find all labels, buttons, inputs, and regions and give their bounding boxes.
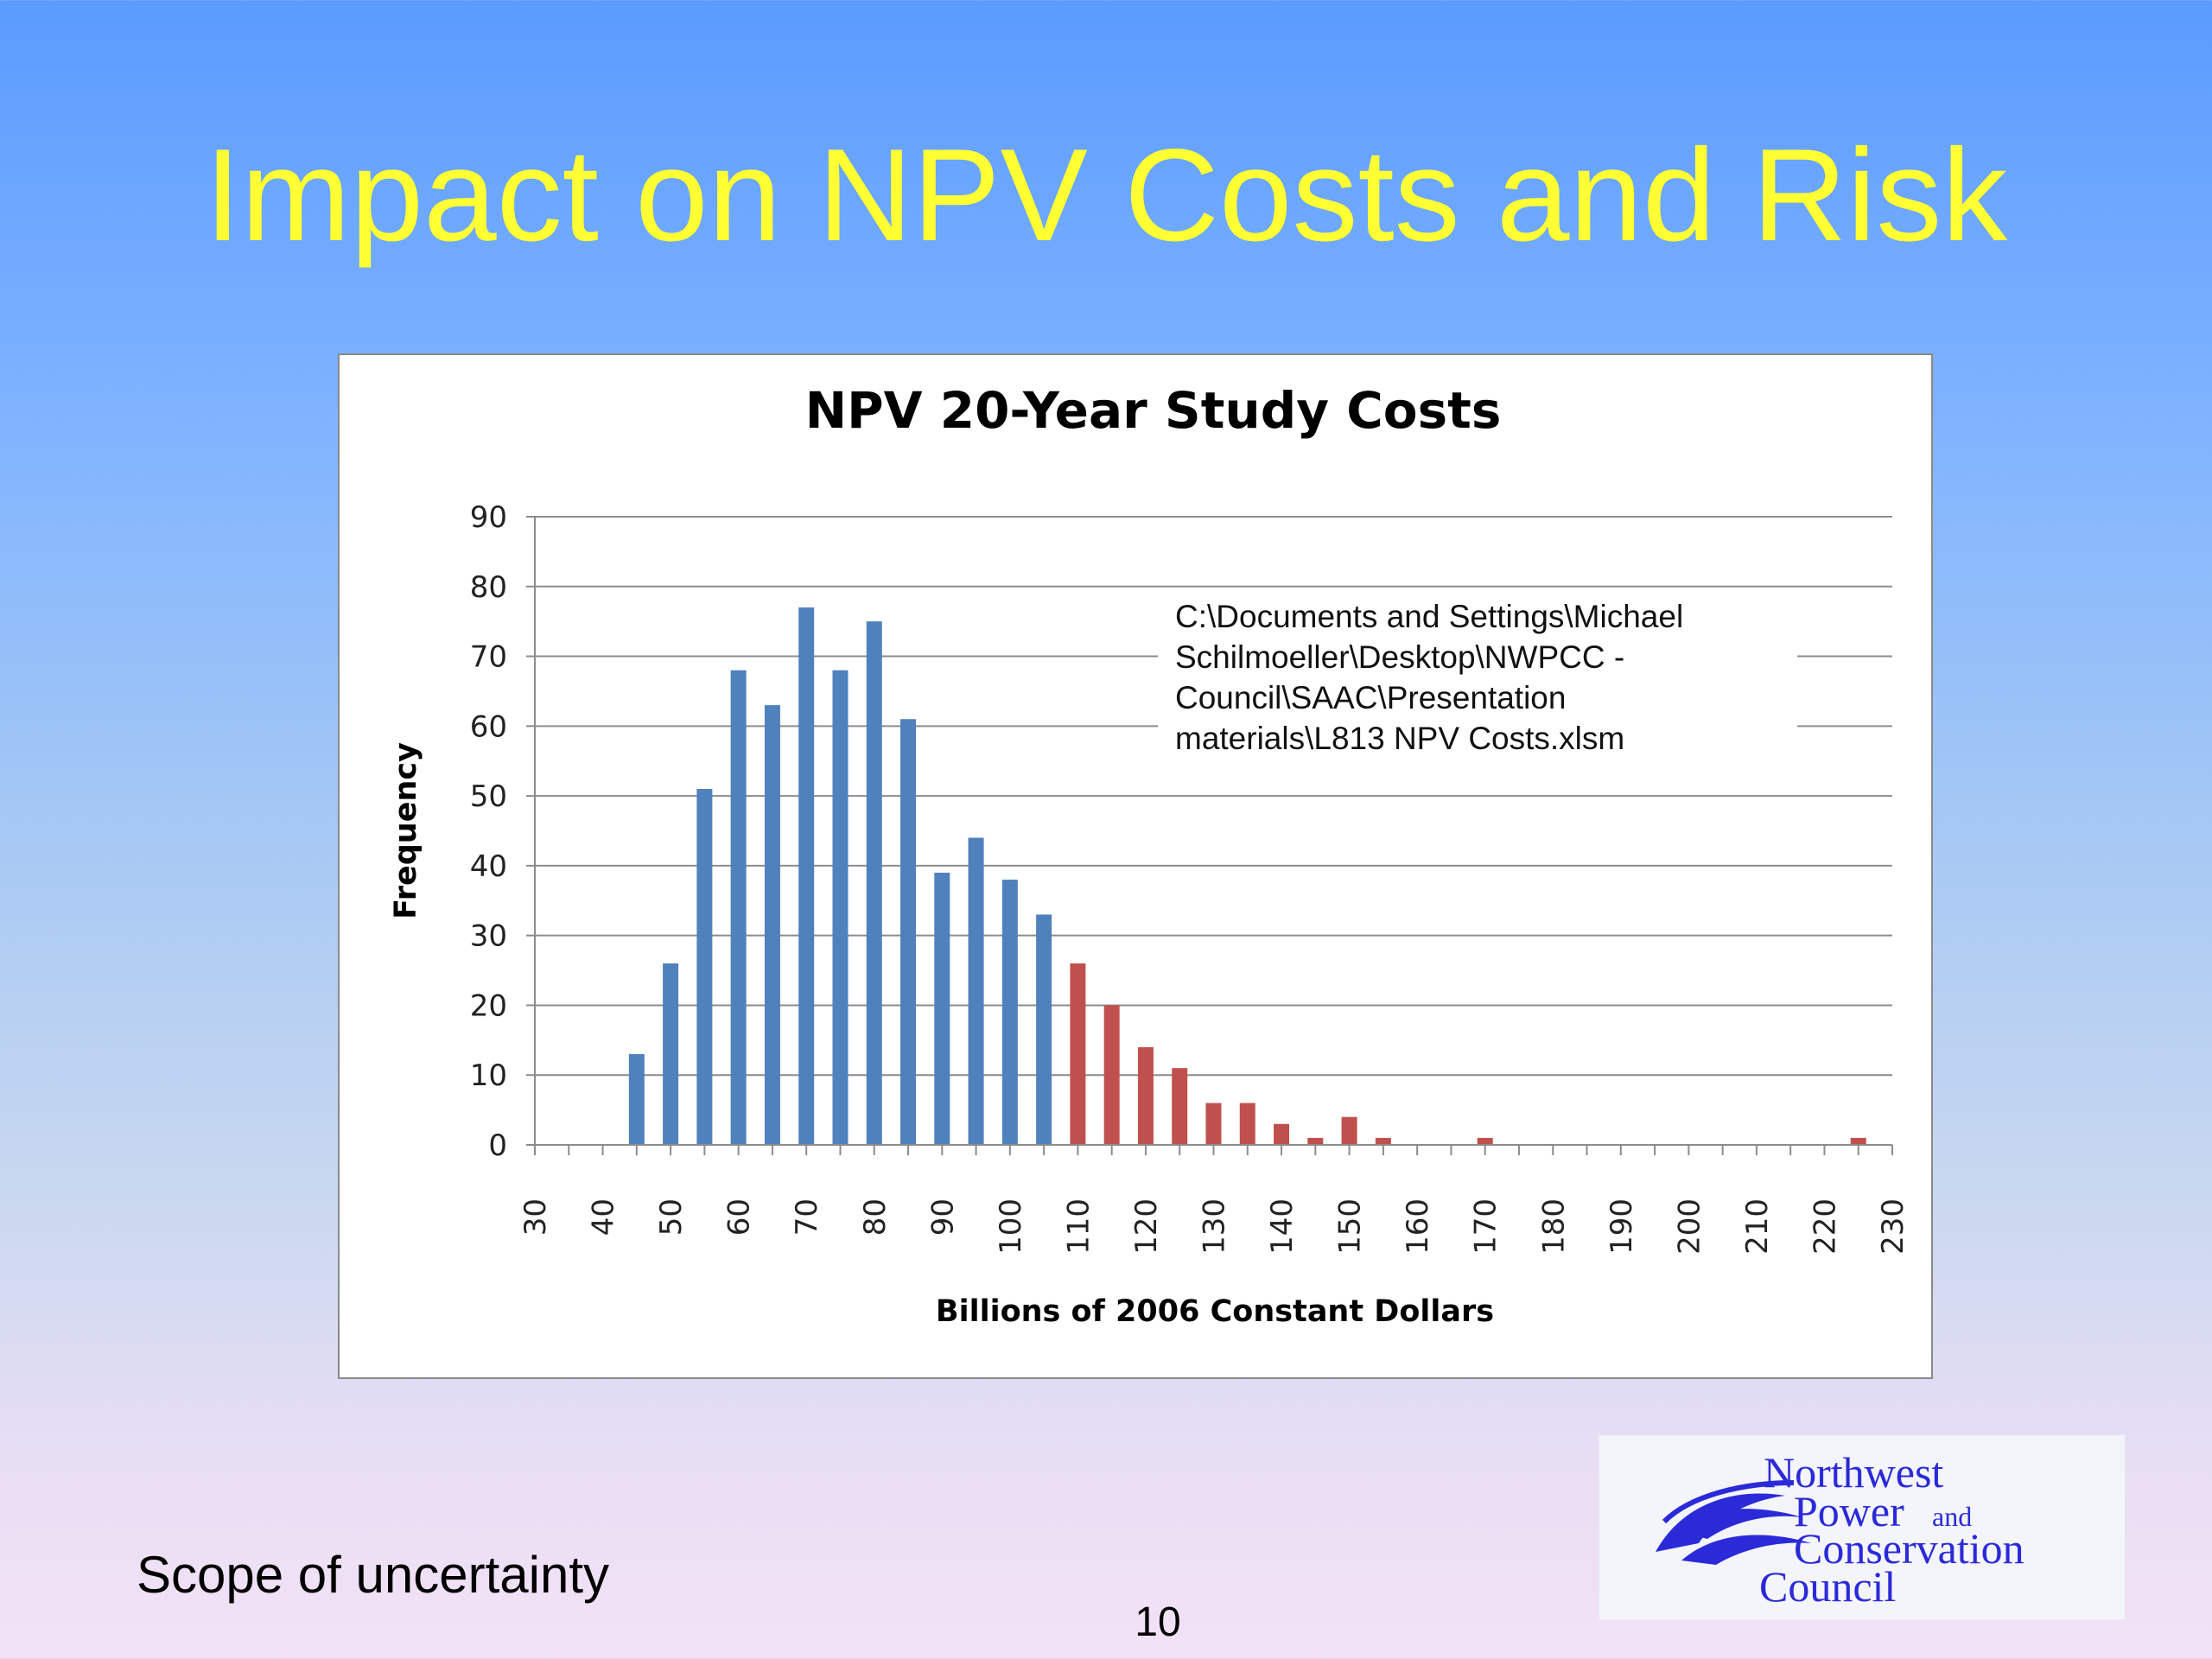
- x-tick-label: 70: [790, 1198, 824, 1236]
- logo-line-conservation: Conservation: [1794, 1524, 2024, 1573]
- y-tick-label: 0: [488, 1128, 507, 1163]
- histogram-bar: [696, 789, 713, 1145]
- histogram-bar: [1477, 1137, 1493, 1145]
- histogram-bar: [1307, 1137, 1324, 1145]
- page-number: 10: [1135, 1599, 1181, 1645]
- histogram-bar: [1103, 1005, 1120, 1145]
- x-tick-label: 220: [1808, 1198, 1842, 1255]
- x-tick-label: 200: [1672, 1198, 1707, 1255]
- histogram-bar: [1172, 1068, 1188, 1145]
- histogram-bar: [730, 670, 747, 1145]
- x-tick-label: 160: [1401, 1198, 1435, 1255]
- y-tick-label: 60: [470, 709, 507, 744]
- file-path-annotation: C:\Documents and Settings\Michael Schilm…: [1158, 596, 1797, 759]
- x-tick-label: 180: [1536, 1198, 1571, 1255]
- x-tick-label: 150: [1333, 1198, 1368, 1255]
- x-tick-label: 80: [858, 1198, 893, 1236]
- histogram-bar: [1850, 1137, 1866, 1145]
- bars: [628, 607, 1866, 1145]
- histogram-bar: [1239, 1103, 1255, 1145]
- histogram-bar: [900, 719, 917, 1145]
- y-tick-label: 70: [470, 640, 507, 675]
- chart-text: 0 10 20 30 40 50 60 70 80 90 30 40 50 60 70 80 90 100 110 1…: [389, 381, 1910, 1329]
- histogram-bar: [832, 670, 849, 1145]
- x-tick-label: 190: [1605, 1198, 1639, 1255]
- histogram-bar: [1205, 1103, 1222, 1145]
- x-tick-label: 60: [722, 1198, 757, 1236]
- x-tick-label: 90: [925, 1198, 960, 1236]
- histogram-bar: [866, 621, 882, 1145]
- x-tick-label: 170: [1469, 1198, 1503, 1255]
- x-tick-label: 210: [1740, 1198, 1775, 1255]
- y-tick-label: 50: [470, 779, 507, 814]
- y-tick-label: 20: [470, 988, 507, 1023]
- histogram-bar: [798, 607, 815, 1145]
- histogram-bar: [1036, 914, 1052, 1145]
- slide-caption: Scope of uncertainty: [137, 1546, 610, 1604]
- y-tick-label: 80: [470, 570, 507, 605]
- x-tick-label: 50: [654, 1198, 689, 1236]
- histogram-bar: [1375, 1137, 1391, 1145]
- x-tick-label: 130: [1198, 1198, 1232, 1255]
- histogram-bar: [968, 837, 984, 1145]
- chart-frame: 0 10 20 30 40 50 60 70 80 90 30 40 50 60 70 80 90 100 110 1…: [338, 353, 1933, 1379]
- logo-line-northwest: Northwest: [1764, 1448, 1944, 1497]
- y-tick-label: 10: [470, 1058, 507, 1093]
- y-tick-label: 30: [470, 919, 507, 954]
- histogram-bar: [764, 705, 780, 1145]
- chart-title: NPV 20-Year Study Costs: [805, 381, 1502, 440]
- y-tick-label: 40: [470, 849, 507, 884]
- wave-logo-icon: [1656, 1480, 1811, 1565]
- x-tick-label: 110: [1061, 1198, 1096, 1255]
- y-tick-label: 90: [470, 500, 507, 535]
- histogram-bar: [934, 872, 950, 1145]
- logo-line-council: Council: [1759, 1562, 1897, 1611]
- histogram-bar: [628, 1053, 645, 1145]
- y-axis-title: Frequency: [389, 742, 423, 919]
- x-tick-label: 140: [1265, 1198, 1300, 1255]
- slide-title: Impact on NPV Costs and Risk: [204, 122, 2008, 269]
- histogram-bar: [1341, 1116, 1357, 1145]
- logo-line-power: Power: [1794, 1487, 1904, 1535]
- histogram-bar: [1274, 1123, 1290, 1145]
- x-axis-title: Billions of 2006 Constant Dollars: [936, 1294, 1494, 1329]
- x-tick-label: 230: [1876, 1198, 1910, 1255]
- council-logo: Northwest Power and Conservation Council: [1599, 1434, 2126, 1620]
- histogram-bar: [1137, 1046, 1154, 1145]
- x-tick-label: 100: [994, 1198, 1028, 1255]
- logo-line-and: and: [1932, 1501, 1973, 1532]
- histogram-bar: [1001, 880, 1018, 1145]
- x-tick-label: 30: [518, 1198, 553, 1236]
- axes: [526, 516, 1893, 1155]
- histogram-bar: [663, 963, 679, 1145]
- histogram-bar: [1070, 963, 1086, 1145]
- x-tick-label: 120: [1129, 1198, 1164, 1255]
- chart-svg: 0 10 20 30 40 50 60 70 80 90 30 40 50 60 70 80 90 100 110 1…: [389, 381, 1910, 1329]
- x-tick-label: 40: [587, 1198, 621, 1236]
